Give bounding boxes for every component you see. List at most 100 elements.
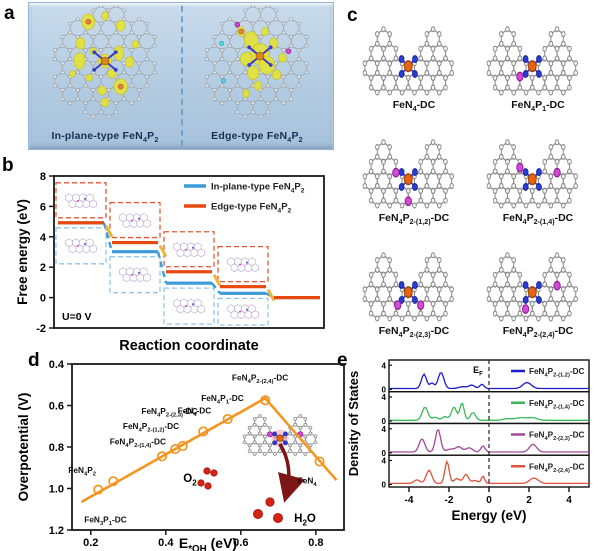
panel-d-letter: d (28, 350, 40, 371)
step-bar-edge (274, 296, 320, 300)
inset-intermediate-edge-0 (55, 182, 107, 219)
inplane-charge-density-svg (52, 5, 157, 119)
orr-inset-molecule (242, 414, 318, 456)
legend-label: FeN4P2-(1,4)-DC (529, 399, 585, 411)
legend-label: FeN4P2-(2,3)-DC (529, 431, 585, 443)
dos-y-tick-label: 4 (382, 393, 387, 402)
molecule-diagram (362, 252, 454, 322)
y-axis-label: Free energy (eV) (16, 199, 30, 305)
panel-b-letter: b (2, 155, 14, 176)
dos-curve (389, 459, 589, 485)
x-tick-label: 0.8 (308, 537, 323, 549)
x-tick-label: 0.4 (158, 537, 174, 549)
connector-blue (156, 251, 168, 284)
x-axis-label: Reaction coordinate (119, 338, 258, 354)
step-bar-inplane (112, 250, 158, 254)
data-point-label: FeN3P1-DC (84, 515, 126, 528)
dos-y-tick-label: 4 (382, 361, 387, 370)
step-bar-edge (58, 221, 104, 225)
inset-intermediate-edge-2 (163, 231, 215, 268)
panel-c-letter: c (347, 5, 358, 26)
data-point (108, 476, 119, 487)
legend-label: In-plane-type FeN4P2 (211, 182, 305, 195)
molecule-diagram (486, 252, 578, 322)
y-axis-label: Density of States (346, 371, 361, 476)
molecule-grid: FeN4-DC FeN4P1-DC FeN4P2-(1,2)-DC FeN4P2-(1… (352, 4, 600, 343)
inset-intermediate-inplane-3 (217, 297, 269, 326)
connector-blue (211, 282, 221, 295)
molecule-structure-0: FeN4-DC (352, 4, 476, 117)
x-tick-label: 0.6 (233, 537, 248, 549)
connector-yellow (212, 274, 222, 287)
reaction-arrow (278, 443, 306, 503)
molecule-diagram (362, 26, 454, 96)
dos-curve (389, 402, 589, 421)
panel-a-edge-half: Edge-type FeN4P2 (181, 3, 333, 149)
data-point-label: FeN4P2 (68, 465, 96, 478)
molecule-structure-2: FeN4P2-(1,2)-DC (352, 117, 476, 230)
x-tick-label: 2 (526, 495, 532, 506)
potential-annotation: U=0 V (62, 311, 91, 323)
y-tick-label: 0.6 (49, 401, 64, 413)
panel-e-letter: e (337, 350, 348, 371)
data-point (198, 426, 209, 437)
y-tick-label: 0.4 (49, 359, 65, 371)
step-bar-edge (112, 240, 158, 245)
data-point (93, 484, 104, 495)
dos-y-tick-label: 0 (382, 417, 387, 426)
connector-yellow (104, 225, 114, 238)
data-point-label: FeN4P2-(1,2)-DC (123, 421, 179, 434)
x-tick-label: -2 (445, 495, 454, 506)
y-tick-label: 1.2 (49, 525, 64, 537)
step-bar-edge (220, 285, 266, 289)
molecule-label: FeN4P2-(2,3)-DC (378, 324, 450, 339)
inset-intermediate-inplane-1 (109, 256, 161, 294)
data-point (177, 440, 188, 452)
molecule-structure-1: FeN4P1-DC (476, 4, 600, 117)
o2-label: O2 (183, 473, 197, 487)
connector-yellow (158, 244, 168, 258)
panel-a-letter: a (4, 3, 15, 24)
oxygen-molecule (204, 482, 212, 490)
molecule-diagram (362, 139, 454, 209)
edge-caption: Edge-type FeN4P2 (211, 129, 303, 144)
y-tick-label: 4 (40, 232, 47, 244)
x-tick-label: 4 (566, 495, 572, 506)
data-point-label: FeN4-DC (178, 405, 212, 418)
water-molecule (272, 512, 283, 523)
step-bar-inplane (220, 291, 266, 295)
molecule-label: FeN4P1-DC (511, 98, 565, 113)
y-tick-label: 0.8 (49, 442, 64, 454)
x-axis-label: Energy (eV) (451, 508, 526, 523)
inset-intermediate-edge-1 (109, 201, 161, 239)
y-tick-label: 8 (40, 171, 46, 183)
molecule-label: FeN4-DC (392, 98, 436, 113)
molecule-structure-4: FeN4P2-(2,3)-DC (352, 230, 476, 343)
data-point (260, 395, 271, 406)
oxygen-molecule (210, 469, 218, 477)
step-bar-edge (166, 270, 212, 274)
molecule-diagram (486, 26, 578, 96)
free-energy-chart: 8 6 4 2 0 -2 Free energy (eV) Reaction coordina… (16, 171, 325, 354)
molecule-label: FeN4P2-(1,2)-DC (378, 211, 450, 226)
dos-y-tick-label: 0 (382, 385, 387, 394)
y-tick-label: 1.0 (49, 484, 64, 496)
molecule-label: FeN4P2-(2,4)-DC (502, 324, 574, 339)
panel-a-inplane-half: In-plane-type FeN4P2 (29, 3, 181, 149)
dos-y-tick-label: 4 (382, 425, 387, 434)
data-point-label: FeN4P1-DC (201, 393, 243, 406)
x-tick-label: 0 (486, 495, 492, 506)
dos-y-tick-label: 0 (382, 449, 387, 458)
data-point-label: FeN4P2-(2,4)-DC (232, 372, 288, 385)
y-tick-label: -2 (36, 323, 46, 335)
x-axis-label: E*OH (eV) (179, 535, 237, 551)
panel-a-charge-density-box: In-plane-type FeN4P2 Edge-type FeN4P2 (28, 2, 334, 150)
fermi-label: EF (473, 365, 483, 378)
y-tick-label: 2 (40, 262, 46, 274)
data-point-label: FeN4 (298, 476, 318, 489)
inset-intermediate-inplane-0 (55, 227, 107, 265)
water-molecule (265, 497, 275, 507)
legend-label: FeN4P2-(1,2)-DC (529, 367, 585, 379)
oxygen-molecule (203, 467, 211, 475)
